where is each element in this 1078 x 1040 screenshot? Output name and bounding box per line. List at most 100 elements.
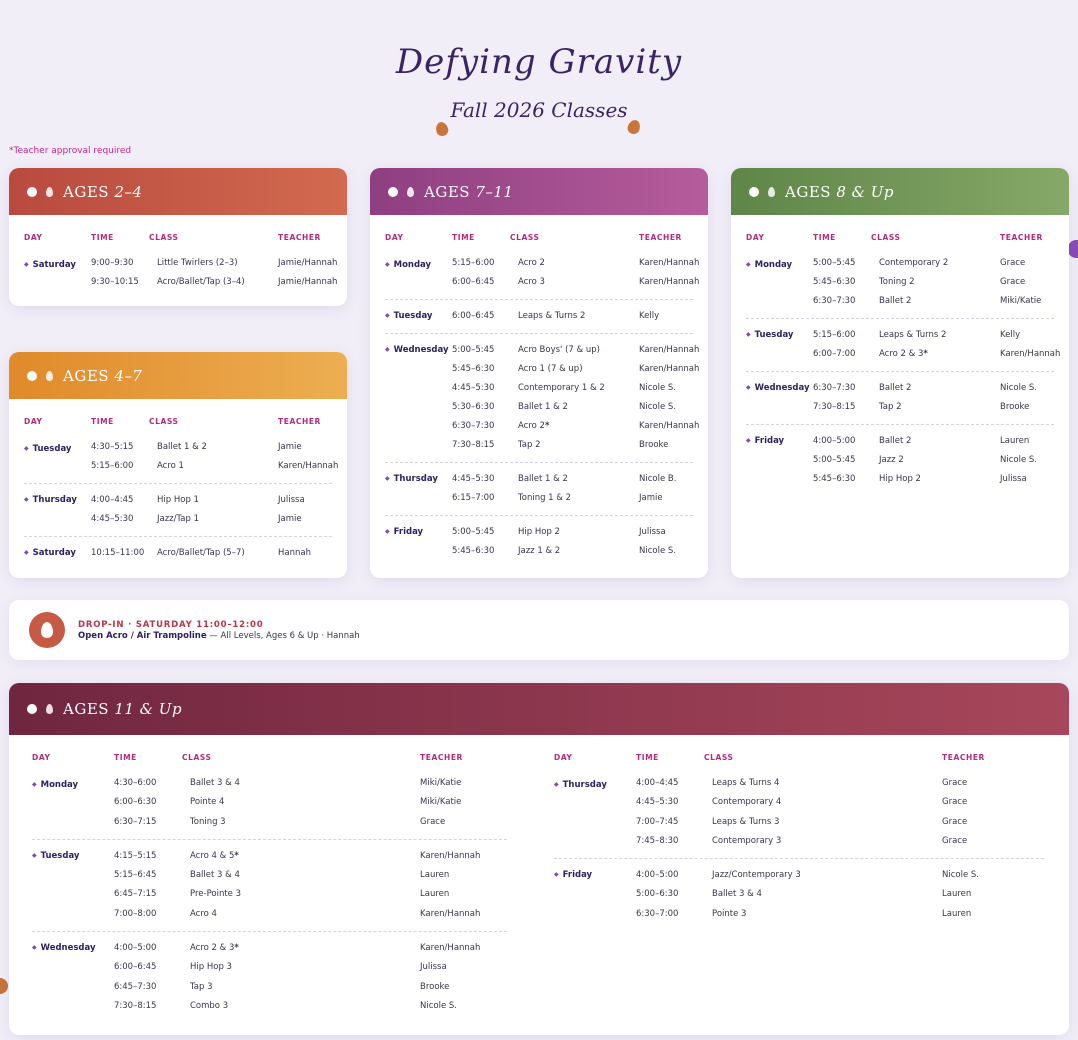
class-cell: Leaps & Turns 2 (879, 330, 946, 340)
class-cell: Pointe 4 (190, 797, 224, 807)
class-cell: Toning 1 & 2 (518, 493, 571, 503)
class-name: Pointe 3 (712, 908, 747, 919)
header-icons (27, 704, 53, 714)
time-cell: 7:30–8:15 (452, 440, 495, 450)
time-cell: 6:45–7:15 (114, 889, 157, 900)
table-row: 4:15–5:15 Acro 4 & 5* Karen/Hannah (32, 846, 507, 865)
time-cell: 7:00–7:45 (636, 816, 679, 827)
time-cell: 5:00–5:45 (452, 527, 495, 537)
class-cell: Ballet 3 & 4 (712, 889, 762, 899)
class-name: Ballet 2 (879, 436, 912, 446)
class-name: Tap 2 (879, 402, 902, 412)
time-cell: 7:30–8:15 (114, 1000, 157, 1011)
teacher-cell: Nicole S. (1000, 383, 1037, 393)
table-row: 7:00–7:45 Leaps & Turns 3 Grace (554, 812, 1044, 831)
class-cell: Contemporary 3 (712, 836, 781, 846)
table-row: 4:45–5:30 Jazz/Tap 1 Jamie (24, 509, 332, 528)
teacher-cell: Lauren (1000, 436, 1030, 446)
table-row: 4:45–5:30 Contemporary 4 Grace (554, 792, 1044, 811)
schedule-table: DAY TIME CLASS TEACHER Tuesday 4:30–5:15 Balle… (9, 399, 347, 570)
teacher-cell: Karen/Hannah (1000, 349, 1061, 359)
card-header: AGES 11 & Up (9, 683, 1069, 735)
time-cell: 6:30–7:30 (813, 383, 856, 393)
teacher-cell: Kelly (639, 311, 660, 321)
day-label: Monday (746, 260, 792, 270)
day-label: Tuesday (746, 330, 794, 340)
time-cell: 5:00–5:45 (813, 455, 856, 465)
class-name: Hip Hop 2 (518, 527, 560, 537)
class-name: Acro Boys' (7 & up) (518, 345, 600, 355)
class-cell: Hip Hop 3 (190, 962, 232, 972)
table-row: 9:00–9:30 Little Twirlers (2–3) Jamie/Hann… (24, 253, 337, 272)
table-row: 6:30–7:15 Toning 3 Grace (32, 812, 507, 831)
time-cell: 4:45–5:30 (452, 474, 495, 484)
leaf-icon (434, 120, 450, 138)
teacher-cell: Nicole S. (639, 383, 676, 393)
table-row: 5:45–6:30 Toning 2 Grace (746, 272, 1054, 291)
day-group: Thursday 4:00–4:45 Hip Hop 1 Julissa 4:45–5:… (24, 484, 332, 537)
teacher-cell: Grace (942, 835, 968, 846)
class-name: Acro 1 (157, 461, 184, 471)
class-cell: Pointe 3 (712, 909, 746, 919)
class-cell: Ballet 3 & 4 (190, 870, 240, 880)
time-cell: 4:15–5:15 (114, 850, 157, 861)
class-cell: Ballet 2 (879, 383, 911, 393)
day-group: Saturday 9:00–9:30 Little Twirlers (2–3) Ja… (24, 253, 338, 299)
teacher-cell: Miki/Katie (420, 797, 462, 808)
class-name: Ballet 2 (879, 296, 912, 306)
class-cell: Acro/Ballet/Tap (5–7) (157, 548, 245, 558)
class-name: Contemporary 3 (712, 835, 782, 846)
time-cell: 4:00–5:00 (636, 870, 679, 881)
column-teacher: TEACHER (278, 417, 321, 426)
time-cell: 6:00–6:30 (114, 797, 157, 808)
drop-icon (407, 186, 414, 197)
day-label: Tuesday (24, 444, 72, 454)
time-cell: 4:00–5:00 (114, 943, 157, 954)
class-cell: Acro 4 (190, 909, 217, 919)
class-cell: Acro 1 (157, 461, 184, 471)
class-name: Ballet 2 (879, 383, 912, 393)
class-cell: Contemporary 4 (712, 797, 781, 807)
time-cell: 5:45–6:30 (813, 474, 856, 484)
class-name: Acro 2 & 3 (190, 943, 235, 954)
day-group: Friday 5:00–5:45 Hip Hop 2 Julissa 5:45–6:30… (385, 516, 693, 568)
table-row: 7:00–8:00 Acro 4 Karen/Hannah (32, 904, 507, 923)
dropin-detail: Open Acro / Air Trampoline — All Levels,… (78, 631, 360, 641)
time-cell: 6:00–6:45 (452, 311, 495, 321)
side-tab[interactable] (1068, 240, 1078, 258)
teacher-cell: Karen/Hannah (639, 345, 700, 355)
column-day: DAY (385, 233, 404, 242)
card-title-range: 8 & Up (836, 182, 895, 201)
class-name: Acro 2 (518, 421, 545, 431)
class-name: Acro 1 (7 & up) (518, 364, 583, 374)
column-time: TIME (636, 753, 659, 762)
table-row: 6:00–6:45 Leaps & Turns 2 Kelly (385, 306, 693, 325)
header-icons (27, 186, 53, 197)
column-class: CLASS (871, 233, 901, 242)
table-row: 6:45–7:30 Tap 3 Brooke (32, 977, 507, 996)
table-row: 5:00–6:30 Ballet 3 & 4 Lauren (554, 884, 1044, 903)
column-time: TIME (91, 417, 114, 426)
table-row: 5:45–6:30 Acro 1 (7 & up) Karen/Hannah (385, 359, 699, 378)
column-teacher: TEACHER (1000, 233, 1043, 242)
class-cell: Leaps & Turns 3 (712, 817, 779, 827)
schedule-table: DAY TIME CLASS TEACHER Saturday 9:00–9:30 Litt… (9, 215, 347, 299)
teacher-cell: Brooke (639, 440, 669, 450)
day-label: Wednesday (746, 383, 810, 393)
card-title-range: 7–11 (475, 182, 514, 201)
card-title-prefix: AGES (785, 182, 832, 201)
teacher-cell: Nicole S. (639, 402, 676, 412)
class-name: Combo 3 (190, 1000, 229, 1011)
time-cell: 4:00–4:45 (636, 778, 679, 788)
time-cell: 6:45–7:30 (114, 981, 157, 992)
day-group: Saturday 10:15–11:00 Acro/Ballet/Tap (5–7)… (24, 537, 332, 570)
card-header: AGES 2–4 (9, 168, 347, 215)
table-row: 4:00–4:45 Leaps & Turns 4 Grace (554, 773, 1044, 792)
card-ages-8-up: AGES 8 & Up DAYTIMECLASSTEACHERMonday5:0… (731, 168, 1069, 578)
table-row: 4:30–5:15 Ballet 1 & 2 Jamie (24, 437, 332, 456)
drop-icon (46, 370, 53, 381)
page-subtitle: Fall 2026 Classes (450, 98, 628, 122)
table-header: DAY TIME CLASS TEACHER (24, 215, 332, 253)
